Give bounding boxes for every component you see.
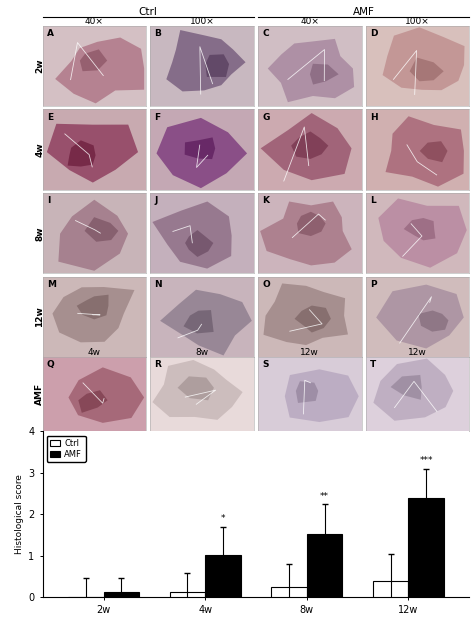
Title: 12w: 12w xyxy=(408,348,427,357)
Polygon shape xyxy=(374,359,453,421)
Text: S: S xyxy=(262,360,269,369)
Title: 12w: 12w xyxy=(301,348,319,357)
Text: ***: *** xyxy=(419,456,433,465)
Text: J: J xyxy=(155,196,158,205)
Polygon shape xyxy=(383,28,465,90)
Polygon shape xyxy=(268,39,354,102)
Polygon shape xyxy=(264,284,348,345)
Text: AMF: AMF xyxy=(353,6,374,17)
Polygon shape xyxy=(285,369,359,422)
Text: D: D xyxy=(370,29,377,38)
Text: O: O xyxy=(262,280,270,289)
Text: **: ** xyxy=(320,492,329,501)
Bar xyxy=(104,592,139,597)
Y-axis label: Histological score: Histological score xyxy=(15,474,24,554)
Polygon shape xyxy=(78,390,108,413)
Polygon shape xyxy=(47,124,138,182)
Polygon shape xyxy=(261,113,352,180)
Bar xyxy=(307,534,342,597)
Text: Ctrl: Ctrl xyxy=(139,6,158,17)
Polygon shape xyxy=(291,132,328,159)
Polygon shape xyxy=(178,376,214,400)
Text: M: M xyxy=(47,280,56,289)
Text: E: E xyxy=(47,112,53,121)
Text: P: P xyxy=(370,280,376,289)
Title: 40×: 40× xyxy=(85,17,104,26)
Polygon shape xyxy=(160,290,252,356)
Text: *: * xyxy=(221,514,225,523)
Polygon shape xyxy=(80,49,107,71)
Polygon shape xyxy=(294,306,331,333)
Text: B: B xyxy=(155,29,161,38)
Text: L: L xyxy=(370,196,375,205)
Polygon shape xyxy=(84,217,118,242)
Title: 4w: 4w xyxy=(88,348,101,357)
Text: T: T xyxy=(370,360,376,369)
Title: 100×: 100× xyxy=(405,17,430,26)
Polygon shape xyxy=(153,202,232,268)
Polygon shape xyxy=(55,37,144,103)
Polygon shape xyxy=(185,230,213,257)
Polygon shape xyxy=(404,218,436,240)
Bar xyxy=(170,592,205,597)
Y-axis label: AMF: AMF xyxy=(36,383,45,405)
Text: Q: Q xyxy=(47,360,55,369)
Text: F: F xyxy=(155,112,161,121)
Polygon shape xyxy=(376,284,464,349)
Bar xyxy=(205,555,241,597)
Polygon shape xyxy=(166,30,246,91)
Text: A: A xyxy=(47,29,54,38)
Polygon shape xyxy=(153,360,243,420)
Y-axis label: 12w: 12w xyxy=(36,306,45,327)
Title: 100×: 100× xyxy=(190,17,215,26)
Bar xyxy=(373,581,408,597)
Polygon shape xyxy=(205,55,229,77)
Polygon shape xyxy=(68,367,144,423)
Polygon shape xyxy=(185,137,215,159)
Text: H: H xyxy=(370,112,377,121)
Y-axis label: 2w: 2w xyxy=(36,58,45,73)
Bar xyxy=(271,587,307,597)
Polygon shape xyxy=(53,287,135,342)
Polygon shape xyxy=(296,381,318,403)
Text: R: R xyxy=(155,360,161,369)
Title: 8w: 8w xyxy=(196,348,209,357)
Polygon shape xyxy=(58,200,128,271)
Y-axis label: 4w: 4w xyxy=(36,142,45,157)
Bar xyxy=(408,498,444,597)
Polygon shape xyxy=(391,375,422,400)
Text: G: G xyxy=(262,112,270,121)
Polygon shape xyxy=(156,118,247,188)
Polygon shape xyxy=(183,310,214,333)
Polygon shape xyxy=(385,116,464,187)
Polygon shape xyxy=(419,141,447,162)
Legend: Ctrl, AMF: Ctrl, AMF xyxy=(47,435,85,462)
Polygon shape xyxy=(378,198,467,268)
Polygon shape xyxy=(297,212,326,236)
Polygon shape xyxy=(68,141,96,166)
Polygon shape xyxy=(310,64,338,85)
Text: N: N xyxy=(155,280,162,289)
Polygon shape xyxy=(260,202,352,265)
Polygon shape xyxy=(410,58,444,82)
Text: K: K xyxy=(262,196,269,205)
Y-axis label: 8w: 8w xyxy=(36,226,45,241)
Title: 40×: 40× xyxy=(301,17,319,26)
Polygon shape xyxy=(77,295,109,319)
Text: I: I xyxy=(47,196,50,205)
Text: C: C xyxy=(262,29,269,38)
Polygon shape xyxy=(419,311,448,332)
